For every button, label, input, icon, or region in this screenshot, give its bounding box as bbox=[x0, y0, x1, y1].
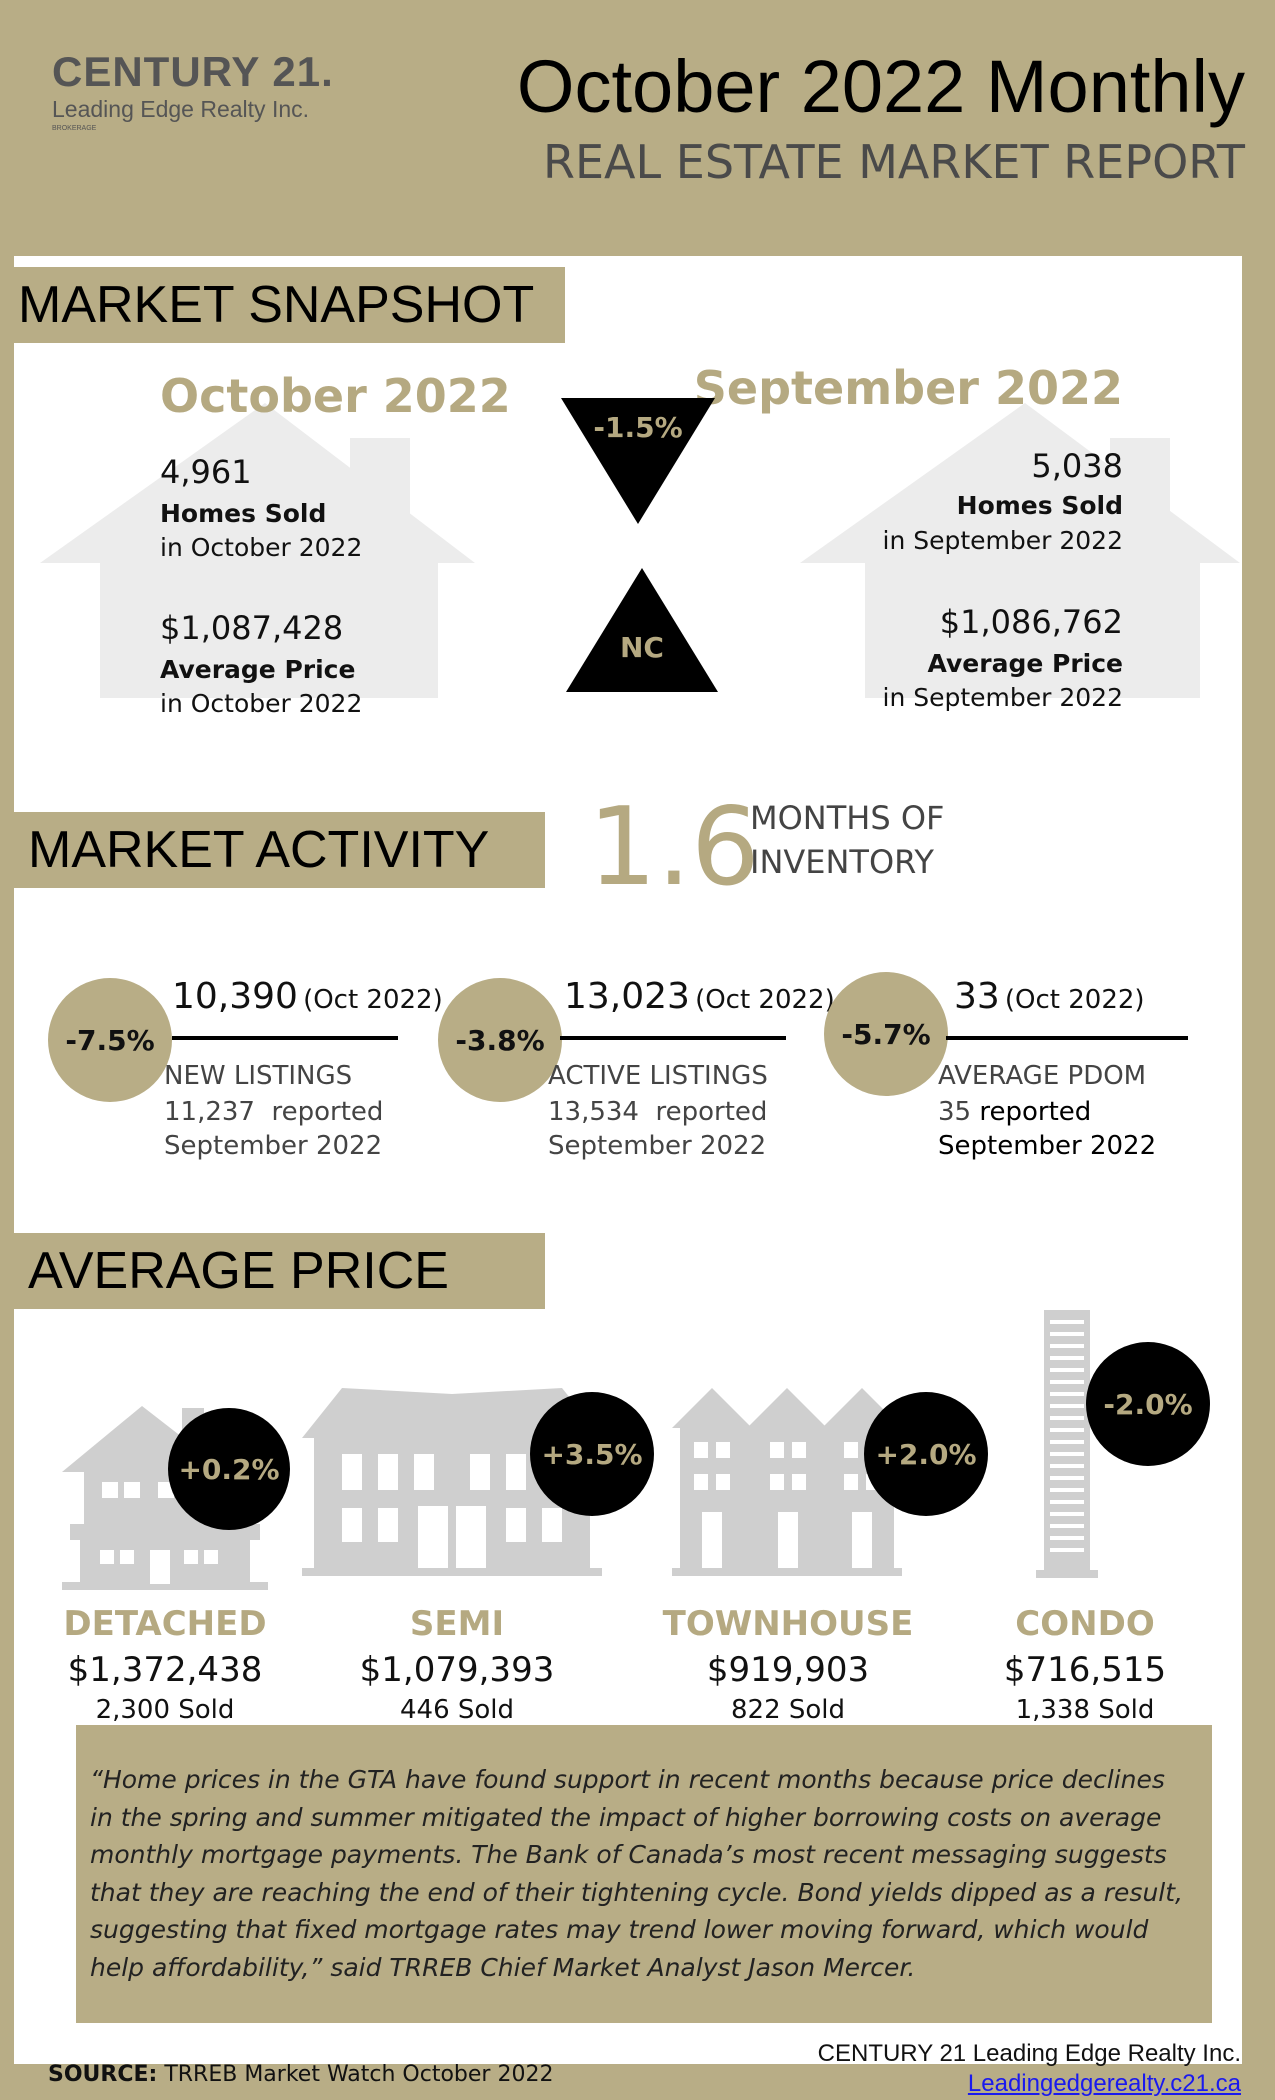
active-listings-divider bbox=[560, 1036, 786, 1040]
up-triangle-icon bbox=[566, 568, 718, 692]
average-pdom-header: 33 (Oct 2022) bbox=[954, 976, 1145, 1017]
snapshot-previous-sold-label: Homes Sold bbox=[956, 491, 1123, 520]
footer-company: CENTURY 21 Leading Edge Realty Inc. bbox=[817, 2040, 1241, 2067]
snapshot-current-price-sub: in October 2022 bbox=[160, 689, 363, 718]
snapshot-current-sold-label: Homes Sold bbox=[160, 499, 327, 528]
source-line: SOURCE: TRREB Market Watch October 2022 bbox=[48, 2060, 553, 2090]
logo-brand: CENTURY 21. bbox=[52, 48, 334, 95]
townhouse-label: TOWNHOUSE bbox=[662, 1604, 914, 1644]
average-pdom-prev-month: September 2022 bbox=[938, 1131, 1157, 1161]
condo-tower-icon bbox=[1036, 1310, 1098, 1578]
new-listings-label: NEW LISTINGS bbox=[164, 1061, 353, 1091]
page-subtitle: REAL ESTATE MARKET REPORT bbox=[543, 135, 1245, 189]
snapshot-current-price-value: $1,087,428 bbox=[160, 609, 344, 647]
page-title: October 2022 Monthly bbox=[516, 45, 1245, 128]
snapshot-current-price-label: Average Price bbox=[160, 655, 356, 684]
source-label: SOURCE: bbox=[48, 2062, 158, 2087]
townhouse-icon bbox=[672, 1388, 902, 1576]
detached-sold: 2,300 Sold bbox=[95, 1695, 235, 1725]
townhouse-change-badge: +2.0% bbox=[864, 1392, 988, 1516]
months-inventory-value: 1.6 bbox=[588, 785, 760, 910]
detached-change-badge: +0.2% bbox=[168, 1408, 290, 1530]
snapshot-sold-change: -1.5% bbox=[593, 411, 683, 444]
townhouse-sold: 822 Sold bbox=[730, 1695, 846, 1725]
snapshot-previous-price-value: $1,086,762 bbox=[939, 603, 1123, 641]
logo-small: BROKERAGE bbox=[52, 125, 97, 132]
months-inventory-line1: MONTHS OF bbox=[750, 799, 945, 837]
semi-label: SEMI bbox=[409, 1604, 505, 1644]
snapshot-previous-price-sub: in September 2022 bbox=[882, 683, 1124, 712]
average-pdom-value: 33 bbox=[954, 976, 1000, 1017]
detached-price: $1,372,438 bbox=[67, 1650, 263, 1690]
market-snapshot-heading: MARKET SNAPSHOT bbox=[0, 267, 565, 343]
market-activity-heading: MARKET ACTIVITY bbox=[0, 812, 545, 888]
logo-company: Leading Edge Realty Inc. bbox=[52, 96, 310, 122]
average-pdom-label: AVERAGE PDOM bbox=[938, 1061, 1147, 1091]
average-pdom-prev-number: 35 bbox=[938, 1097, 972, 1127]
average-price-heading: AVERAGE PRICE bbox=[0, 1233, 545, 1309]
active-listings-value: 13,023 bbox=[564, 976, 690, 1017]
condo-change-badge: -2.0% bbox=[1086, 1342, 1210, 1466]
condo-sold: 1,338 Sold bbox=[1015, 1695, 1155, 1725]
townhouse-price: $919,903 bbox=[706, 1650, 870, 1690]
months-inventory-line2: INVENTORY bbox=[750, 843, 934, 881]
logo: CENTURY 21. Leading Edge Realty Inc. BRO… bbox=[52, 50, 352, 140]
semi-sold: 446 Sold bbox=[399, 1695, 515, 1725]
snapshot-previous-sold-sub: in September 2022 bbox=[882, 526, 1124, 555]
snapshot-price-change: NC bbox=[620, 631, 664, 664]
new-listings-header: 10,390 (Oct 2022) bbox=[172, 976, 443, 1017]
house-icon-right bbox=[800, 403, 1240, 698]
snapshot-previous-month: September 2022 bbox=[693, 361, 1123, 415]
average-pdom-prev: 35 reported bbox=[938, 1094, 1091, 1130]
condo-label: CONDO bbox=[1015, 1604, 1155, 1644]
condo-price: $716,515 bbox=[1003, 1650, 1167, 1690]
new-listings-change-badge: -7.5% bbox=[48, 978, 172, 1102]
active-listings-header: 13,023 (Oct 2022) bbox=[564, 976, 835, 1017]
average-pdom-change-badge: -5.7% bbox=[824, 972, 948, 1096]
new-listings-period: (Oct 2022) bbox=[303, 985, 443, 1015]
semi-price: $1,079,393 bbox=[359, 1650, 555, 1690]
quote-box: “Home prices in the GTA have found suppo… bbox=[76, 1725, 1212, 2023]
semi-change-badge: +3.5% bbox=[530, 1392, 654, 1516]
snapshot-previous-sold-value: 5,038 bbox=[1031, 447, 1123, 485]
active-listings-label: ACTIVE LISTINGS bbox=[548, 1061, 768, 1091]
active-listings-prev: 13,534 reported bbox=[548, 1097, 768, 1127]
website-link[interactable]: Leadingedgerealty.c21.ca bbox=[967, 2070, 1241, 2097]
snapshot-current-month: October 2022 bbox=[160, 369, 511, 423]
average-pdom-period: (Oct 2022) bbox=[1004, 985, 1145, 1015]
snapshot-current-sold-value: 4,961 bbox=[160, 453, 252, 491]
new-listings-divider bbox=[172, 1036, 398, 1040]
new-listings-prev: 11,237 reported bbox=[164, 1097, 384, 1127]
down-triangle-icon bbox=[561, 398, 715, 524]
active-listings-change-badge: -3.8% bbox=[438, 978, 562, 1102]
detached-label: DETACHED bbox=[63, 1604, 267, 1644]
new-listings-prev-month: September 2022 bbox=[164, 1131, 383, 1161]
average-pdom-prev-word: reported bbox=[979, 1097, 1092, 1127]
quote-text: “Home prices in the GTA have found suppo… bbox=[90, 1765, 1183, 1982]
active-listings-prev-month: September 2022 bbox=[548, 1131, 767, 1161]
snapshot-current-sold-sub: in October 2022 bbox=[160, 533, 363, 562]
active-listings-period: (Oct 2022) bbox=[695, 985, 835, 1015]
snapshot-previous-price-label: Average Price bbox=[927, 649, 1123, 678]
average-pdom-divider bbox=[946, 1036, 1188, 1040]
new-listings-value: 10,390 bbox=[172, 976, 298, 1017]
source-text: TRREB Market Watch October 2022 bbox=[164, 2062, 554, 2087]
house-icon-left bbox=[40, 403, 475, 698]
